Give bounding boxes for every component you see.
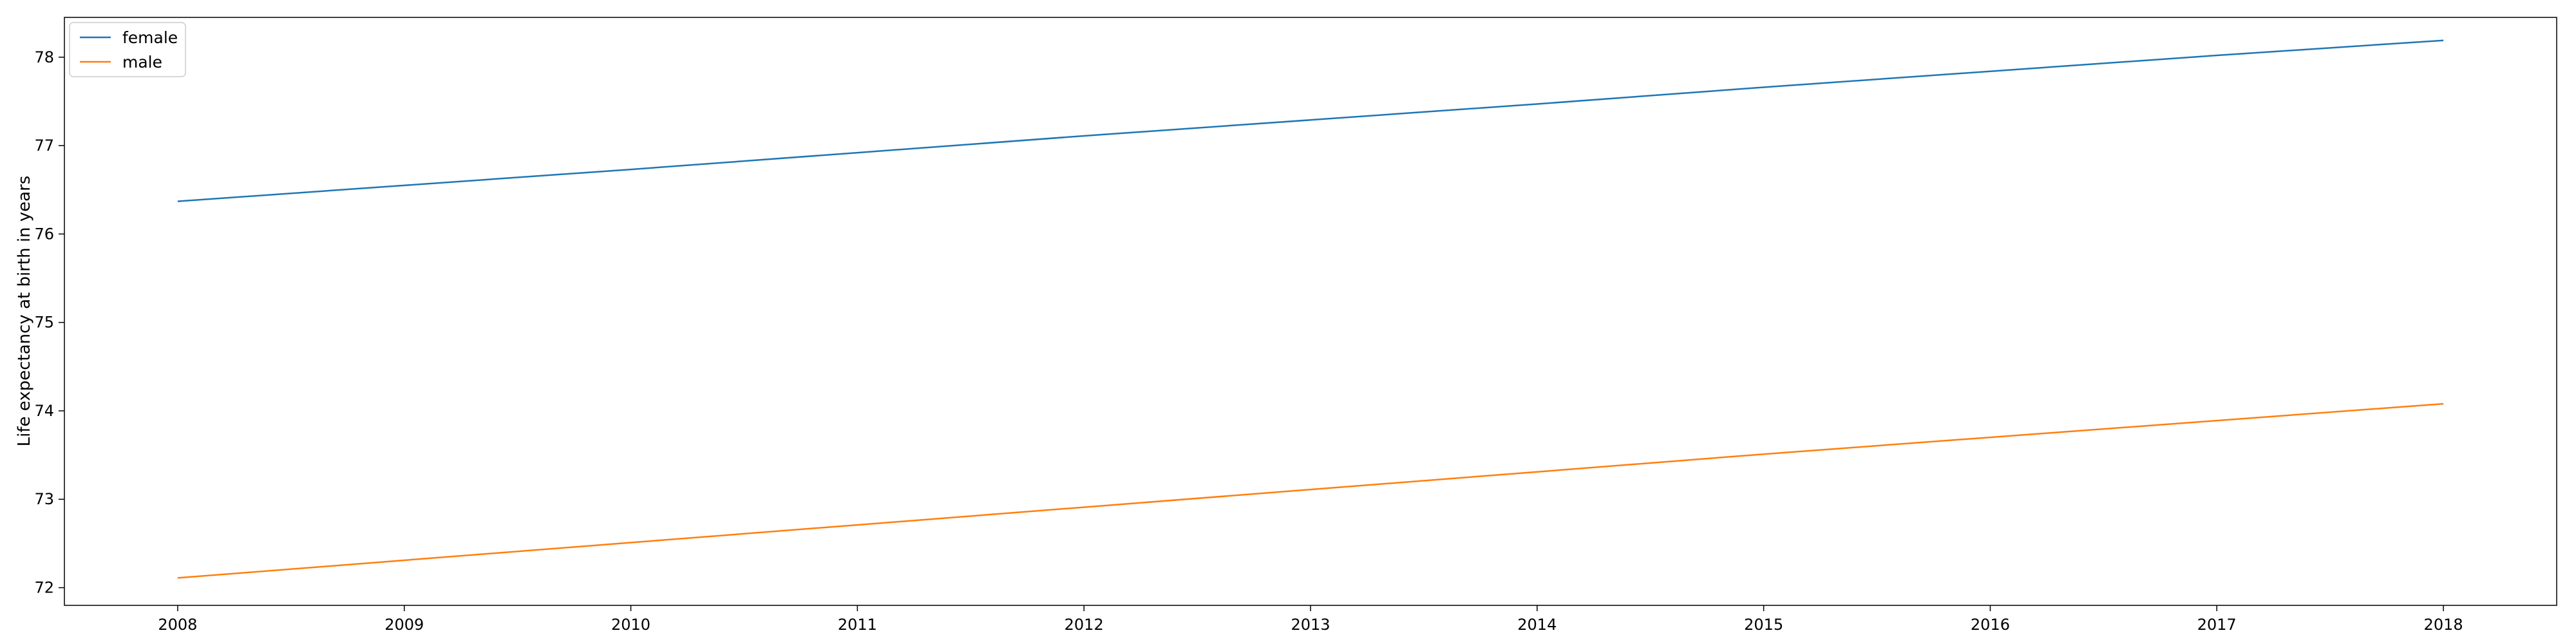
x-tick-label: 2012 [1065,616,1104,634]
x-tick-label: 2009 [384,616,424,634]
x-tick-label: 2016 [1971,616,2010,634]
y-axis: 72 73 74 75 76 77 78 [34,48,64,597]
x-tick-label: 2015 [1744,616,1783,634]
y-axis-title: Life expectancy at birth in years [15,176,34,447]
legend-label-female: female [122,28,178,47]
y-tick-label: 74 [34,402,54,420]
y-tick-label: 77 [34,137,54,155]
x-tick-label: 2011 [838,616,877,634]
x-tick-label: 2013 [1291,616,1330,634]
legend-frame [69,22,186,77]
y-tick-label: 72 [34,579,54,597]
x-tick-label: 2017 [2197,616,2237,634]
x-tick-label: 2014 [1517,616,1557,634]
plot-lines [177,39,2444,579]
plot-frame [64,17,2557,606]
y-tick-label: 75 [34,314,54,332]
y-tick-label: 76 [34,225,54,243]
x-axis: 2008 2009 2010 2011 2012 2013 2014 2015 2016 2017… [158,605,2463,634]
x-tick-label: 2008 [158,616,197,634]
legend: female male [69,22,186,77]
x-tick-label: 2018 [2424,616,2463,634]
series-line-female [177,39,2444,202]
legend-label-male: male [122,53,162,71]
y-tick-label: 73 [34,490,54,508]
y-tick-label: 78 [34,48,54,66]
x-tick-label: 2010 [611,616,650,634]
series-line-male [177,402,2444,579]
